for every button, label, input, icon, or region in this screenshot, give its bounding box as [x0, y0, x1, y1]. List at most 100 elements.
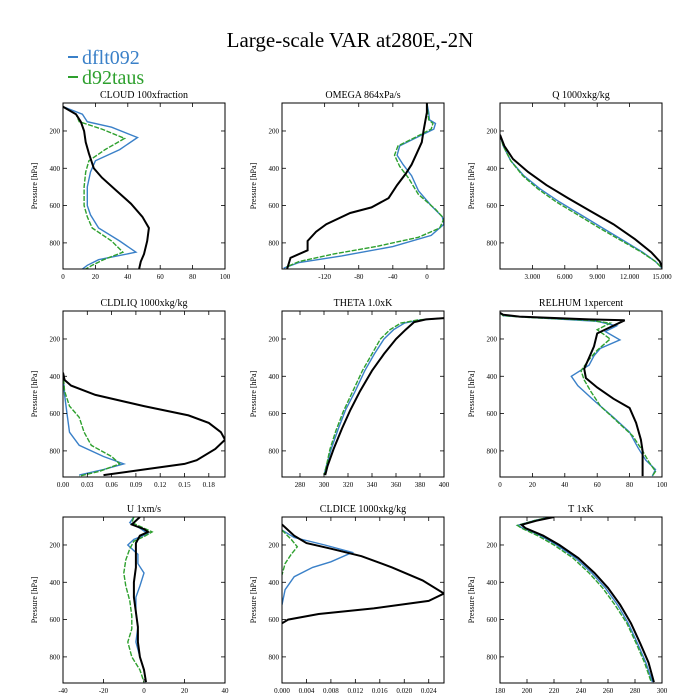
y-tick-label: 400	[487, 165, 498, 173]
series-line-dflt092	[282, 529, 355, 605]
legend-label-d92taus: d92taus	[82, 67, 145, 89]
x-tick-label: 100	[657, 481, 668, 489]
y-tick-label: 200	[50, 127, 61, 135]
series-line-dflt092	[515, 517, 654, 683]
panel-title: Q 1000xkg/kg	[552, 90, 610, 101]
x-tick-label: 0.012	[347, 687, 363, 695]
x-tick-label: 80	[189, 273, 197, 281]
y-tick-label: 600	[487, 616, 498, 624]
x-tick-label: 0.024	[421, 687, 437, 695]
y-tick-label: 200	[269, 541, 280, 549]
y-tick-label: 400	[269, 373, 280, 381]
series-line-dflt092	[500, 312, 657, 477]
x-tick-label: 360	[391, 481, 402, 489]
series-line-black	[286, 103, 428, 269]
y-tick-label: 800	[487, 653, 498, 661]
y-axis-label: Pressure [hPa]	[249, 576, 258, 623]
plot-frame	[499, 310, 663, 478]
x-tick-label: 0.06	[105, 481, 118, 489]
plot-frame	[281, 516, 445, 684]
panel-title: U 1xm/s	[127, 504, 161, 515]
x-tick-label: 260	[603, 687, 614, 695]
x-tick-label: 320	[343, 481, 354, 489]
plot-frame	[62, 310, 226, 478]
y-tick-label: 200	[487, 127, 498, 135]
x-tick-label: 100	[220, 273, 231, 281]
y-axis-label: Pressure [hPa]	[467, 370, 476, 417]
y-tick-label: 400	[269, 165, 280, 173]
panel-4: THETA 1.0xK Pressure [hPa] 280 300 320 340 360…	[249, 298, 450, 489]
x-tick-label: 3.000	[525, 273, 541, 281]
series-line-dflt092	[283, 103, 444, 269]
y-tick-label: 600	[269, 616, 280, 624]
series-line-d92taus	[323, 317, 444, 476]
y-tick-label: 800	[487, 239, 498, 247]
x-tick-label: 0	[425, 273, 429, 281]
y-tick-label: 200	[487, 335, 498, 343]
series-line-black	[129, 517, 151, 683]
panel-title: CLDICE 1000xkg/kg	[320, 504, 406, 515]
series-line-dflt092	[500, 134, 662, 269]
y-tick-label: 800	[50, 653, 61, 661]
y-tick-label: 400	[50, 165, 61, 173]
x-tick-label: 340	[367, 481, 378, 489]
series-line-d92taus	[286, 103, 444, 268]
y-axis-label: Pressure [hPa]	[249, 370, 258, 417]
legend-item-dflt092: dflt092	[68, 48, 140, 68]
x-tick-label: 40	[222, 687, 230, 695]
panel-0: CLOUD 100xfraction Pressure [hPa] 0 20 40 60 8…	[30, 90, 231, 281]
series-line-d92taus	[500, 312, 657, 477]
y-tick-label: 200	[50, 335, 61, 343]
x-tick-label: 280	[295, 481, 306, 489]
y-axis-label: Pressure [hPa]	[467, 162, 476, 209]
x-tick-label: 0.00	[57, 481, 70, 489]
x-tick-label: 12.000	[620, 273, 640, 281]
y-tick-label: 600	[487, 410, 498, 418]
series-line-black	[63, 372, 225, 477]
y-tick-label: 400	[269, 579, 280, 587]
y-tick-label: 400	[50, 373, 61, 381]
x-tick-label: 9.000	[589, 273, 605, 281]
y-tick-label: 200	[269, 335, 280, 343]
y-tick-label: 200	[50, 541, 61, 549]
y-axis-label: Pressure [hPa]	[30, 576, 39, 623]
y-tick-label: 400	[487, 579, 498, 587]
x-tick-label: 40	[124, 273, 132, 281]
x-tick-label: 0.016	[372, 687, 388, 695]
y-tick-label: 200	[487, 541, 498, 549]
x-tick-label: 180	[495, 687, 506, 695]
x-tick-label: 60	[594, 481, 602, 489]
x-tick-label: 0.12	[154, 481, 167, 489]
x-tick-label: 20	[181, 687, 189, 695]
series-line-d92taus	[63, 372, 122, 477]
x-tick-label: 0.000	[274, 687, 290, 695]
x-tick-label: 300	[319, 481, 330, 489]
panel-8: T 1xK Pressure [hPa] 180 200 220 240 260 280 300…	[467, 504, 668, 695]
series-line-black	[500, 312, 644, 477]
panel-3: CLDLIQ 1000xkg/kg Pressure [hPa] 0.00 0.03 0…	[30, 298, 226, 489]
x-tick-label: 280	[630, 687, 641, 695]
plot-frame	[499, 516, 663, 684]
y-tick-label: 600	[269, 410, 280, 418]
y-axis-label: Pressure [hPa]	[249, 162, 258, 209]
panel-title: RELHUM 1xpercent	[539, 298, 623, 309]
x-tick-label: 380	[415, 481, 426, 489]
panel-2: Q 1000xkg/kg Pressure [hPa] 3.000 6.000 9.00…	[467, 90, 672, 281]
panel-5: RELHUM 1xpercent Pressure [hPa] 0 20 40 60 80 1…	[467, 298, 668, 489]
plot-frame	[62, 102, 226, 270]
y-axis-label: Pressure [hPa]	[30, 370, 39, 417]
series-line-dflt092	[126, 517, 150, 683]
panel-1: OMEGA 864xPa/s Pressure [hPa] -120 -80 -40 0 2…	[249, 90, 445, 281]
x-tick-label: -40	[388, 273, 398, 281]
x-tick-label: -40	[58, 687, 68, 695]
panel-title: T 1xK	[568, 504, 594, 515]
y-axis-label: Pressure [hPa]	[30, 162, 39, 209]
series-line-black	[63, 105, 150, 269]
page-title: Large-scale VAR at280E,-2N	[226, 28, 474, 52]
panel-title: CLOUD 100xfraction	[100, 90, 188, 101]
x-tick-label: 400	[439, 481, 450, 489]
legend-label-dflt092: dflt092	[82, 47, 140, 69]
series-line-black	[500, 134, 662, 268]
plot-frame	[62, 516, 226, 684]
